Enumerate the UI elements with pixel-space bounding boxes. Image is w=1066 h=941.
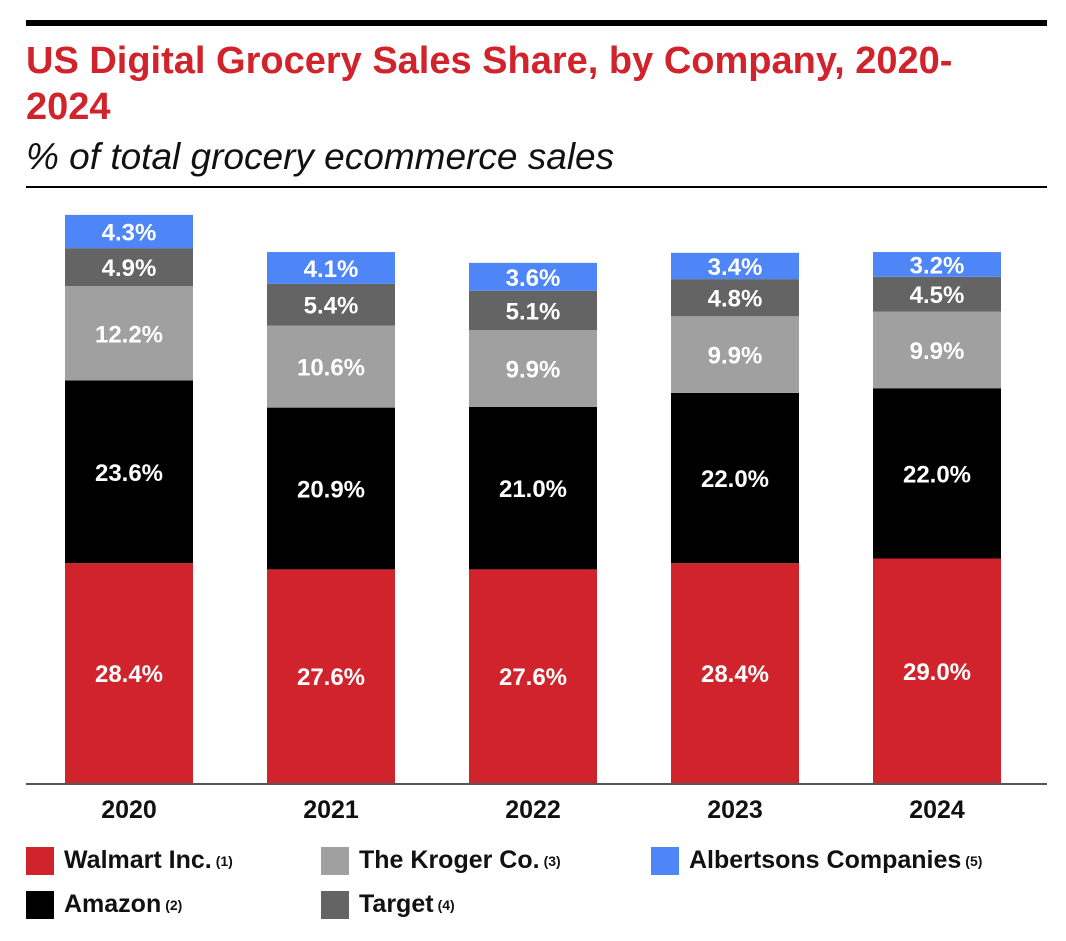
legend-swatch-walmart bbox=[26, 846, 54, 875]
bar-walmart-inc-2020 bbox=[65, 563, 193, 783]
data-label-amazon-2020: 23.6% bbox=[95, 460, 163, 487]
data-label-the-kroger-co-2024: 9.9% bbox=[910, 338, 965, 365]
data-label-amazon-2021: 20.9% bbox=[297, 476, 365, 503]
data-label-walmart-inc-2020: 28.4% bbox=[95, 661, 163, 688]
legend-label-kroger: The Kroger Co. bbox=[359, 846, 540, 874]
subtitle-rule bbox=[26, 186, 1047, 188]
bar-walmart-inc-2022 bbox=[469, 569, 597, 783]
legend-label-walmart: Walmart Inc. bbox=[64, 846, 212, 874]
bar-walmart-inc-2024 bbox=[873, 558, 1001, 783]
bar-amazon-2021 bbox=[267, 407, 395, 570]
bar-walmart-inc-2021 bbox=[267, 569, 395, 783]
bar-albertsons-companies-2023 bbox=[671, 252, 799, 280]
bar-amazon-2022 bbox=[469, 406, 597, 570]
data-label-amazon-2022: 21.0% bbox=[499, 476, 567, 503]
bar-albertsons-companies-2020 bbox=[65, 214, 193, 249]
bar-the-kroger-co-2023 bbox=[671, 316, 799, 393]
legend-label-amazon: Amazon bbox=[64, 890, 162, 918]
top-rule bbox=[26, 20, 1047, 26]
data-label-target-2024: 4.5% bbox=[910, 282, 965, 309]
data-label-walmart-inc-2021: 27.6% bbox=[297, 664, 365, 691]
data-label-albertsons-companies-2023: 3.4% bbox=[708, 254, 763, 281]
bar-albertsons-companies-2024 bbox=[873, 252, 1001, 277]
data-label-target-2020: 4.9% bbox=[102, 255, 157, 282]
stacked-bar-chart: 28.4% 23.6% 12.2% 4.9% 4.3% 2020 27.6% 20.9% 10.… bbox=[26, 214, 1047, 824]
bar-albertsons-companies-2021 bbox=[267, 252, 395, 284]
data-label-the-kroger-co-2022: 9.9% bbox=[506, 357, 561, 384]
legend-note-albertsons: (5) bbox=[965, 852, 983, 869]
legend-swatch-amazon bbox=[26, 890, 54, 919]
x-tick-label-2024: 2024 bbox=[909, 796, 965, 824]
data-label-the-kroger-co-2021: 10.6% bbox=[297, 355, 365, 382]
legend-swatch-target bbox=[321, 890, 349, 919]
data-label-target-2021: 5.4% bbox=[304, 293, 359, 320]
bar-target-2020 bbox=[65, 248, 193, 287]
data-label-the-kroger-co-2020: 12.2% bbox=[95, 321, 163, 348]
legend-swatch-kroger bbox=[321, 846, 349, 875]
data-label-albertsons-companies-2024: 3.2% bbox=[910, 252, 965, 279]
legend-item-kroger: The Kroger Co. (3) bbox=[321, 846, 561, 875]
data-label-the-kroger-co-2023: 9.9% bbox=[708, 343, 763, 370]
data-label-target-2023: 4.8% bbox=[708, 286, 763, 313]
bar-the-kroger-co-2020 bbox=[65, 286, 193, 381]
legend-note-kroger: (3) bbox=[543, 852, 561, 869]
bar-target-2024 bbox=[873, 276, 1001, 312]
bar-the-kroger-co-2021 bbox=[267, 325, 395, 408]
data-label-amazon-2023: 22.0% bbox=[701, 466, 769, 493]
x-tick-label-2021: 2021 bbox=[303, 796, 359, 824]
data-label-walmart-inc-2024: 29.0% bbox=[903, 659, 971, 686]
legend-item-target: Target (4) bbox=[321, 890, 455, 919]
bar-target-2023 bbox=[671, 279, 799, 317]
legend-item-walmart: Walmart Inc. (1) bbox=[26, 846, 233, 875]
bar-albertsons-companies-2022 bbox=[469, 262, 597, 291]
chart-subtitle: % of total grocery ecommerce sales bbox=[26, 136, 615, 177]
data-label-walmart-inc-2023: 28.4% bbox=[701, 661, 769, 688]
legend-swatch-albertsons bbox=[651, 846, 679, 875]
data-label-walmart-inc-2022: 27.6% bbox=[499, 664, 567, 691]
bar-amazon-2024 bbox=[873, 388, 1001, 559]
legend-item-amazon: Amazon (2) bbox=[26, 890, 182, 919]
bar-amazon-2023 bbox=[671, 392, 799, 564]
bar-target-2022 bbox=[469, 290, 597, 331]
data-label-albertsons-companies-2022: 3.6% bbox=[506, 265, 561, 292]
bar-the-kroger-co-2024 bbox=[873, 311, 1001, 389]
data-label-amazon-2024: 22.0% bbox=[903, 461, 971, 488]
x-tick-label-2023: 2023 bbox=[707, 796, 763, 824]
x-tick-label-2022: 2022 bbox=[505, 796, 561, 824]
chart-legend: Walmart Inc. (1) The Kroger Co. (3) Albe… bbox=[26, 842, 1056, 932]
legend-label-albertsons: Albertsons Companies bbox=[689, 846, 962, 874]
legend-note-amazon: (2) bbox=[165, 896, 183, 913]
legend-note-target: (4) bbox=[437, 896, 455, 913]
bar-walmart-inc-2023 bbox=[671, 563, 799, 783]
legend-note-walmart: (1) bbox=[215, 852, 233, 869]
legend-item-albertsons: Albertsons Companies (5) bbox=[651, 846, 982, 875]
x-tick-label-2020: 2020 bbox=[101, 796, 157, 824]
chart-title: US Digital Grocery Sales Share, by Compa… bbox=[26, 40, 953, 128]
data-label-albertsons-companies-2020: 4.3% bbox=[102, 220, 157, 247]
bar-target-2021 bbox=[267, 283, 395, 326]
legend-label-target: Target bbox=[359, 890, 434, 918]
data-label-albertsons-companies-2021: 4.1% bbox=[304, 256, 359, 283]
data-label-target-2022: 5.1% bbox=[506, 298, 561, 325]
bar-the-kroger-co-2022 bbox=[469, 330, 597, 407]
bar-amazon-2020 bbox=[65, 380, 193, 564]
